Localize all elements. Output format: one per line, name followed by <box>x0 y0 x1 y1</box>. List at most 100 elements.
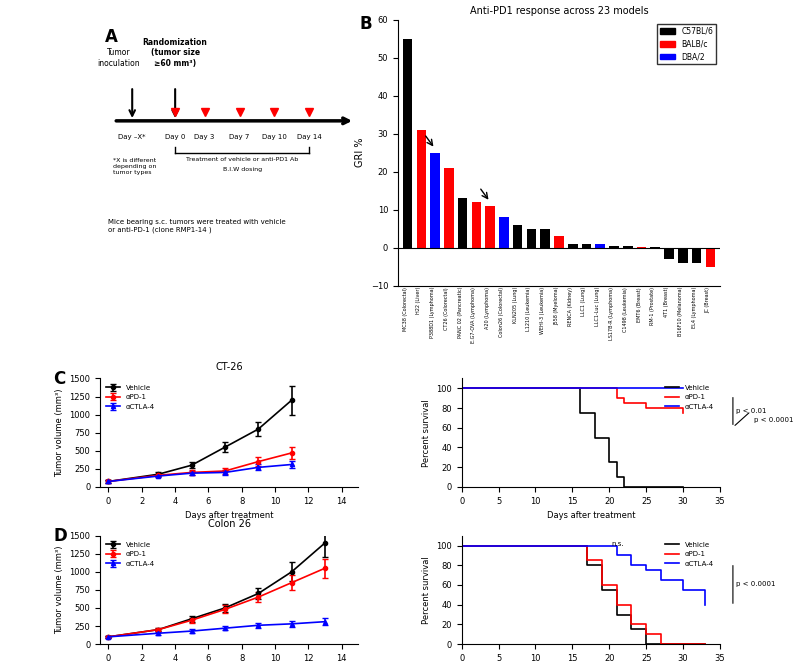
αPD-1 <box>678 409 688 417</box>
X-axis label: Days after treatment: Days after treatment <box>546 511 635 520</box>
Legend: Vehicle, αPD-1, αCTLA-4: Vehicle, αPD-1, αCTLA-4 <box>662 382 717 412</box>
αPD-1 <box>457 542 466 550</box>
Text: D: D <box>54 527 67 545</box>
Bar <box>513 225 522 248</box>
Bar <box>692 248 702 263</box>
Bar <box>678 248 688 263</box>
αCTLA-4 <box>642 566 651 574</box>
Line: αPD-1: αPD-1 <box>462 388 683 413</box>
Text: p < 0.01: p < 0.01 <box>735 408 766 414</box>
Vehicle <box>612 610 622 618</box>
αPD-1 <box>605 384 614 392</box>
Y-axis label: Tumor volume (mm³): Tumor volume (mm³) <box>54 388 64 477</box>
Y-axis label: Percent survival: Percent survival <box>422 399 430 467</box>
Vehicle <box>590 434 599 442</box>
Title: Colon 26: Colon 26 <box>208 519 250 529</box>
Bar <box>623 246 633 248</box>
αCTLA-4 <box>597 542 606 550</box>
Bar <box>637 247 646 248</box>
Bar <box>430 153 440 248</box>
Title: CT-26: CT-26 <box>215 362 243 372</box>
αCTLA-4 <box>457 542 466 550</box>
Vehicle <box>457 384 466 392</box>
Vehicle <box>612 473 622 481</box>
Legend: Vehicle, αPD-1, αCTLA-4: Vehicle, αPD-1, αCTLA-4 <box>103 539 158 570</box>
Bar <box>471 202 481 248</box>
Legend: Vehicle, αPD-1, αCTLA-4: Vehicle, αPD-1, αCTLA-4 <box>662 539 717 570</box>
αCTLA-4 <box>642 384 651 392</box>
Vehicle <box>597 586 606 594</box>
Vehicle <box>642 640 651 648</box>
αCTLA-4 <box>567 542 577 550</box>
Bar <box>554 236 564 248</box>
αCTLA-4 <box>678 586 688 594</box>
X-axis label: Days after treatment: Days after treatment <box>185 511 274 520</box>
Vehicle <box>605 458 614 466</box>
Legend: Vehicle, αPD-1, αCTLA-4: Vehicle, αPD-1, αCTLA-4 <box>103 382 158 412</box>
αCTLA-4 <box>626 561 636 569</box>
Vehicle <box>642 483 651 491</box>
αCTLA-4 <box>612 384 622 392</box>
Line: Vehicle: Vehicle <box>462 388 683 487</box>
Vehicle <box>575 409 585 417</box>
αPD-1 <box>457 384 466 392</box>
Vehicle <box>567 542 577 550</box>
Bar <box>568 244 578 248</box>
Vehicle <box>656 640 666 648</box>
αCTLA-4 <box>656 576 666 584</box>
Text: p < 0.0001: p < 0.0001 <box>735 582 775 588</box>
αPD-1 <box>642 630 651 638</box>
Text: Day 14: Day 14 <box>297 134 322 140</box>
αPD-1 <box>590 384 599 392</box>
Text: Day 3: Day 3 <box>194 134 215 140</box>
αPD-1 <box>642 404 651 412</box>
Vehicle <box>567 384 577 392</box>
αPD-1 <box>626 620 636 628</box>
Bar <box>595 244 605 248</box>
Title: Anti-PD1 response across 23 models: Anti-PD1 response across 23 models <box>470 7 648 17</box>
Vehicle <box>678 640 688 648</box>
αCTLA-4 <box>567 384 577 392</box>
Text: B.I.W dosing: B.I.W dosing <box>222 167 262 173</box>
αCTLA-4 <box>701 601 710 609</box>
αPD-1 <box>701 640 710 648</box>
Text: B: B <box>359 15 372 33</box>
Text: n.s.: n.s. <box>611 541 624 547</box>
αCTLA-4 <box>619 384 629 392</box>
Text: p < 0.0001: p < 0.0001 <box>754 417 793 423</box>
Bar <box>444 168 454 248</box>
Text: Mice bearing s.c. tumors were treated with vehicle
or anti-PD-1 (clone RMP1-14 ): Mice bearing s.c. tumors were treated wi… <box>108 219 286 232</box>
Vehicle <box>701 640 710 648</box>
Vehicle <box>582 561 592 569</box>
Bar <box>706 248 715 266</box>
Text: Tumor
inoculation: Tumor inoculation <box>98 48 140 68</box>
αPD-1 <box>597 581 606 589</box>
Bar <box>486 206 495 248</box>
αPD-1 <box>567 542 577 550</box>
Text: Day 0: Day 0 <box>165 134 186 140</box>
Text: Randomization
(tumor size
≥60 mm³): Randomization (tumor size ≥60 mm³) <box>142 38 207 68</box>
αCTLA-4 <box>457 384 466 392</box>
Text: C: C <box>54 370 66 388</box>
αPD-1 <box>612 601 622 609</box>
αPD-1 <box>575 384 585 392</box>
αPD-1 <box>582 556 592 564</box>
αCTLA-4 <box>575 384 585 392</box>
Y-axis label: Percent survival: Percent survival <box>422 556 430 623</box>
Bar <box>458 199 467 248</box>
Bar <box>402 39 412 248</box>
αPD-1 <box>612 394 622 402</box>
Text: Day 7: Day 7 <box>230 134 250 140</box>
Text: Treatment of vehicle or anti-PD1 Ab: Treatment of vehicle or anti-PD1 Ab <box>186 157 298 162</box>
Bar <box>526 228 536 248</box>
Y-axis label: GRI %: GRI % <box>355 138 365 167</box>
αPD-1 <box>619 399 629 407</box>
Bar <box>540 228 550 248</box>
αPD-1 <box>656 640 666 648</box>
Text: Day –X*: Day –X* <box>118 134 146 140</box>
Text: Day 10: Day 10 <box>262 134 287 140</box>
Text: *X is different
depending on
tumor types: *X is different depending on tumor types <box>114 158 157 175</box>
Line: αCTLA-4: αCTLA-4 <box>462 546 706 605</box>
Bar <box>582 244 591 248</box>
Text: A: A <box>106 28 118 46</box>
